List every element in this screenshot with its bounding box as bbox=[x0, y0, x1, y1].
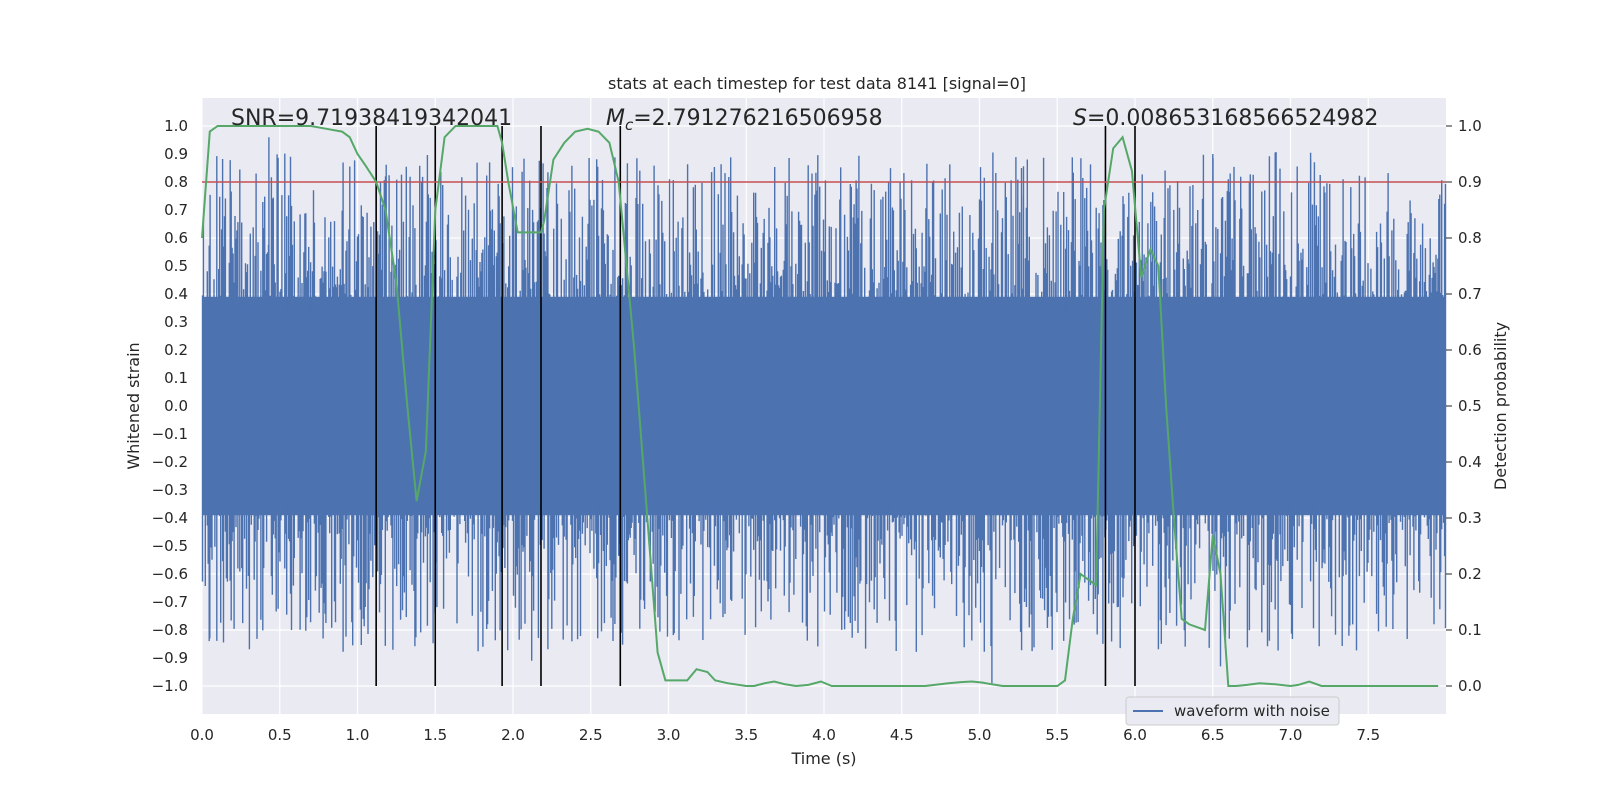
y-left-tick-label: 0.1 bbox=[164, 369, 188, 387]
x-tick-label: 2.5 bbox=[579, 726, 603, 744]
x-tick-label: 7.5 bbox=[1356, 726, 1380, 744]
y-left-tick-label: −0.1 bbox=[152, 425, 188, 443]
y-right-tick-label: 0.0 bbox=[1458, 677, 1482, 695]
mc-symbol: M bbox=[606, 106, 625, 131]
x-tick-label: 5.0 bbox=[968, 726, 992, 744]
y-right-tick-label: 0.9 bbox=[1458, 173, 1482, 191]
y-left-tick-label: 0.0 bbox=[164, 397, 188, 415]
waveform-series bbox=[201, 137, 1447, 684]
s-annotation: S=0.008653168566524982 bbox=[1073, 106, 1378, 131]
y-left-tick-label: −0.5 bbox=[152, 537, 188, 555]
chart-title: stats at each timestep for test data 814… bbox=[608, 74, 1026, 93]
x-tick-label: 0.0 bbox=[190, 726, 214, 744]
y-right-tick-label: 0.5 bbox=[1458, 397, 1482, 415]
y-left-tick-label: −0.3 bbox=[152, 481, 188, 499]
y-left-tick-label: −0.8 bbox=[152, 621, 188, 639]
x-tick-label: 1.5 bbox=[423, 726, 447, 744]
x-tick-label: 4.5 bbox=[890, 726, 914, 744]
s-value: =0.008653168566524982 bbox=[1087, 106, 1378, 131]
x-tick-label: 3.5 bbox=[734, 726, 758, 744]
x-tick-label: 6.0 bbox=[1123, 726, 1147, 744]
y-right-axis-label: Detection probability bbox=[1491, 322, 1510, 490]
legend: waveform with noise bbox=[1125, 696, 1340, 726]
y-left-tick-label: 0.2 bbox=[164, 341, 188, 359]
y-right-tick-label: 0.6 bbox=[1458, 341, 1482, 359]
x-tick-label: 0.5 bbox=[268, 726, 292, 744]
x-tick-label: 3.0 bbox=[657, 726, 681, 744]
legend-label-waveform: waveform with noise bbox=[1174, 702, 1330, 720]
y-left-tick-label: 1.0 bbox=[164, 117, 188, 135]
y-left-tick-label: 0.8 bbox=[164, 173, 188, 191]
y-left-tick-label: 0.9 bbox=[164, 145, 188, 163]
y-left-tick-label: −0.4 bbox=[152, 509, 188, 527]
y-right-tick-label: 0.2 bbox=[1458, 565, 1482, 583]
y-left-tick-label: −1.0 bbox=[152, 677, 188, 695]
x-tick-label: 5.5 bbox=[1045, 726, 1069, 744]
probability-series bbox=[201, 125, 1439, 688]
legend-box bbox=[1125, 696, 1340, 726]
mc-value: =2.791276216506958 bbox=[633, 106, 882, 131]
mc-subscript: c bbox=[625, 116, 634, 134]
y-left-tick-label: −0.9 bbox=[152, 649, 188, 667]
y-right-tick-label: 0.8 bbox=[1458, 229, 1482, 247]
mc-annotation: Mc=2.791276216506958 bbox=[606, 106, 883, 134]
y-right-tick-label: 0.4 bbox=[1458, 453, 1482, 471]
y-left-tick-label: 0.4 bbox=[164, 285, 188, 303]
y-right-tick-labels: 1.0 0.9 0.8 0.7 0.6 0.5 0.4 0.3 0.2 0.1 0.0 bbox=[1446, 117, 1482, 695]
x-tick-labels: 0.0 0.5 1.0 1.5 2.0 2.5 3.0 3.5 4.0 4.5 5.0 5.5 6.0 6… bbox=[190, 726, 1380, 744]
y-right-tick-label: 1.0 bbox=[1458, 117, 1482, 135]
y-right-tick-label: 0.3 bbox=[1458, 509, 1482, 527]
x-tick-label: 1.0 bbox=[346, 726, 370, 744]
x-tick-label: 7.0 bbox=[1279, 726, 1303, 744]
y-left-tick-label: 0.6 bbox=[164, 229, 188, 247]
x-axis-label: Time (s) bbox=[790, 749, 856, 768]
y-right-tick-label: 0.7 bbox=[1458, 285, 1482, 303]
y-left-tick-label: 0.5 bbox=[164, 257, 188, 275]
x-tick-label: 4.0 bbox=[812, 726, 836, 744]
y-left-tick-label: 0.3 bbox=[164, 313, 188, 331]
x-tick-label: 6.5 bbox=[1201, 726, 1225, 744]
s-symbol: S bbox=[1073, 106, 1087, 131]
y-left-tick-label: −0.7 bbox=[152, 593, 188, 611]
y-left-tick-labels: 1.0 0.9 0.8 0.7 0.6 0.5 0.4 0.3 0.2 0.1 0.0 −0.1 −0.… bbox=[152, 117, 188, 695]
y-right-tick-label: 0.1 bbox=[1458, 621, 1482, 639]
y-left-tick-label: −0.2 bbox=[152, 453, 188, 471]
y-left-tick-label: −0.6 bbox=[152, 565, 188, 583]
probability-line bbox=[201, 125, 1439, 688]
x-tick-label: 2.0 bbox=[501, 726, 525, 744]
y-left-tick-label: 0.7 bbox=[164, 201, 188, 219]
y-left-axis-label: Whitened strain bbox=[124, 342, 143, 469]
snr-annotation: SNR=9.71938419342041 bbox=[231, 106, 512, 131]
